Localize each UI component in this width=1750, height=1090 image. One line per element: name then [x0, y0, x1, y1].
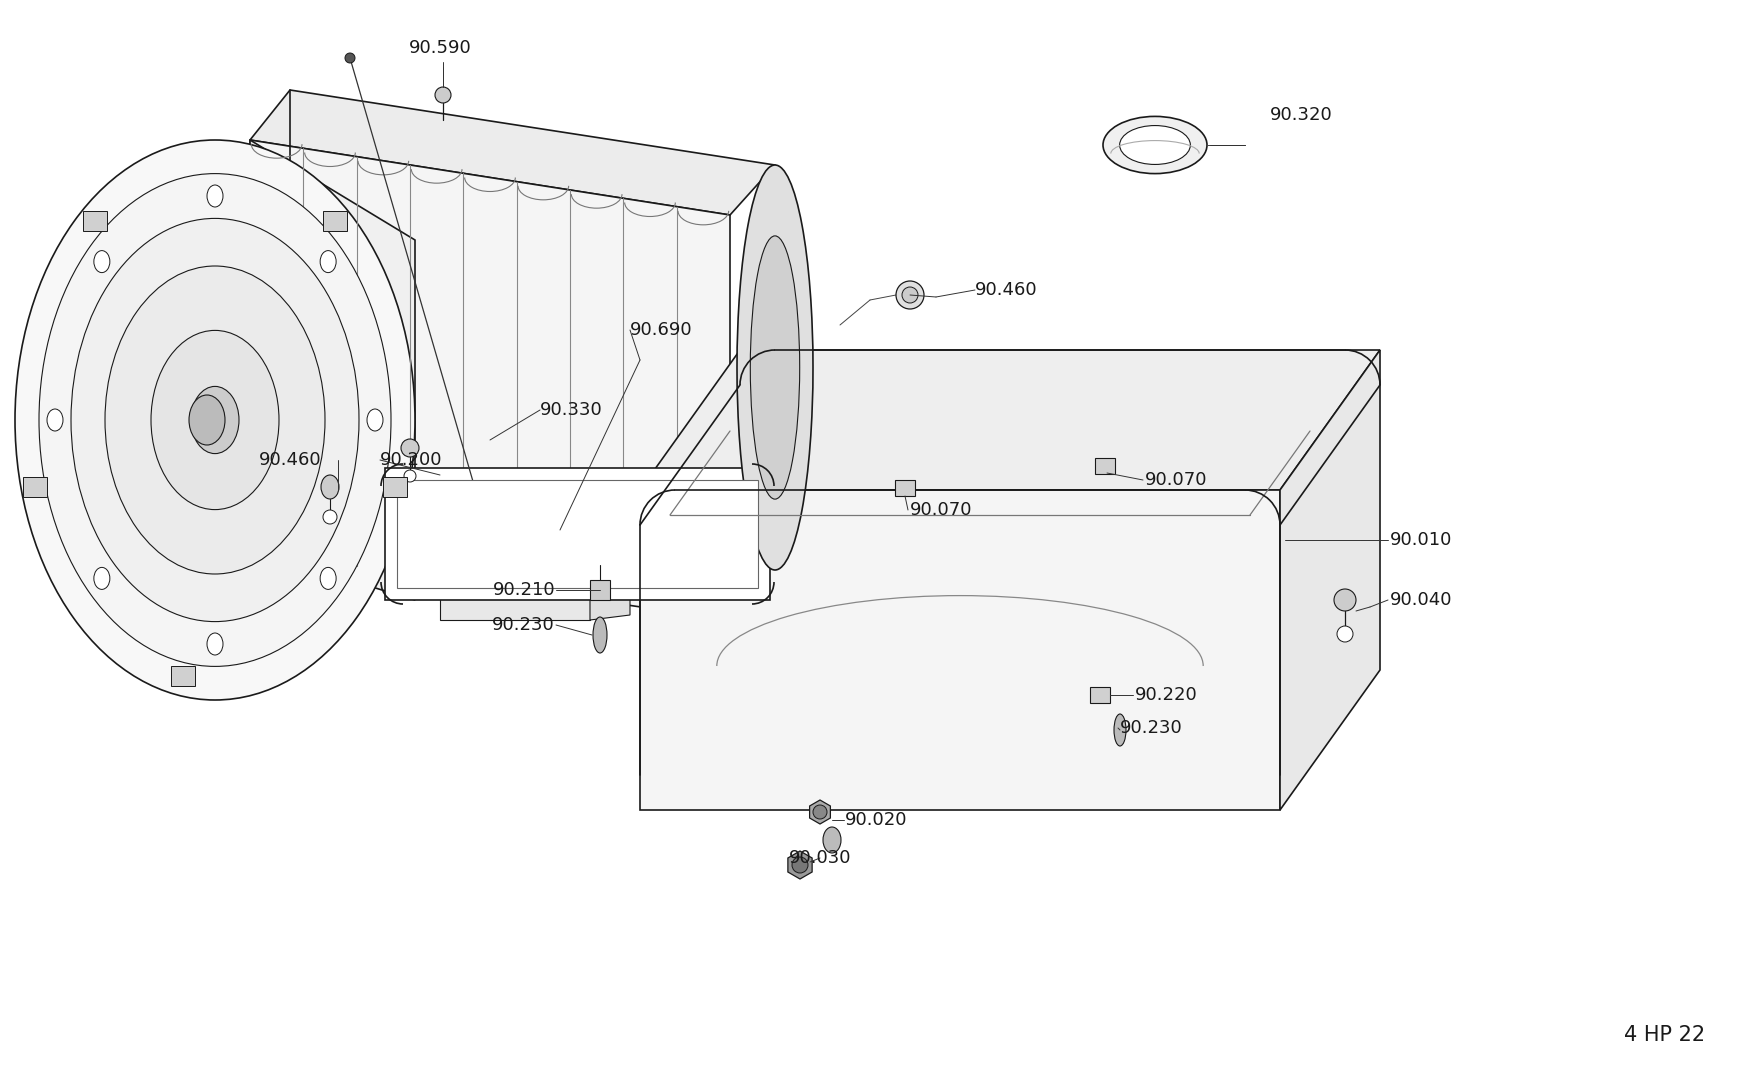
Polygon shape — [385, 468, 770, 600]
Polygon shape — [172, 666, 194, 687]
Text: 90.070: 90.070 — [1144, 471, 1207, 489]
Ellipse shape — [404, 470, 416, 482]
Polygon shape — [590, 580, 611, 600]
Polygon shape — [590, 530, 630, 620]
Text: 90.030: 90.030 — [789, 849, 850, 867]
Polygon shape — [23, 477, 47, 497]
Ellipse shape — [47, 409, 63, 431]
Polygon shape — [810, 800, 831, 824]
Text: 90.070: 90.070 — [910, 501, 973, 519]
Polygon shape — [894, 480, 915, 496]
Polygon shape — [640, 350, 1381, 490]
Ellipse shape — [324, 510, 338, 524]
Text: 90.230: 90.230 — [492, 616, 555, 634]
Polygon shape — [788, 851, 812, 879]
Ellipse shape — [16, 140, 415, 700]
Text: 90.330: 90.330 — [541, 401, 602, 419]
Ellipse shape — [1334, 589, 1356, 611]
Ellipse shape — [345, 53, 355, 63]
Ellipse shape — [94, 251, 110, 272]
Text: 90.460: 90.460 — [259, 451, 322, 469]
Polygon shape — [640, 490, 1279, 810]
Ellipse shape — [822, 827, 842, 853]
Polygon shape — [322, 210, 346, 230]
Ellipse shape — [737, 165, 814, 570]
Ellipse shape — [72, 218, 359, 621]
Ellipse shape — [1120, 125, 1190, 165]
Polygon shape — [1279, 350, 1381, 810]
Ellipse shape — [105, 266, 326, 574]
Polygon shape — [84, 210, 107, 230]
Text: 90.210: 90.210 — [492, 581, 555, 600]
Polygon shape — [1090, 687, 1110, 703]
Ellipse shape — [401, 439, 418, 457]
Ellipse shape — [38, 173, 390, 666]
Text: 90.010: 90.010 — [1390, 531, 1452, 549]
Polygon shape — [397, 480, 758, 588]
Ellipse shape — [1337, 626, 1353, 642]
Polygon shape — [439, 530, 590, 620]
Text: 90.220: 90.220 — [1136, 686, 1197, 704]
Ellipse shape — [94, 568, 110, 590]
Text: 90.230: 90.230 — [1120, 719, 1183, 737]
Polygon shape — [1096, 458, 1115, 474]
Ellipse shape — [896, 281, 924, 308]
Text: 90.460: 90.460 — [975, 281, 1038, 299]
Ellipse shape — [150, 330, 278, 510]
Text: 4 HP 22: 4 HP 22 — [1624, 1025, 1704, 1045]
Polygon shape — [250, 140, 730, 620]
Ellipse shape — [191, 386, 240, 453]
Ellipse shape — [593, 617, 607, 653]
Ellipse shape — [206, 185, 222, 207]
Text: 90.200: 90.200 — [380, 451, 443, 469]
Ellipse shape — [320, 475, 340, 499]
Ellipse shape — [206, 633, 222, 655]
Ellipse shape — [320, 568, 336, 590]
Ellipse shape — [1115, 714, 1125, 746]
Ellipse shape — [189, 395, 226, 445]
Polygon shape — [250, 90, 775, 215]
Text: 90.690: 90.690 — [630, 320, 693, 339]
Text: 90.320: 90.320 — [1270, 106, 1334, 124]
Polygon shape — [383, 477, 406, 497]
Ellipse shape — [1102, 117, 1208, 173]
Ellipse shape — [368, 409, 383, 431]
Ellipse shape — [901, 287, 919, 303]
Ellipse shape — [436, 87, 452, 102]
Text: 90.040: 90.040 — [1390, 591, 1452, 609]
Ellipse shape — [751, 235, 800, 499]
Ellipse shape — [814, 806, 828, 819]
Text: 90.590: 90.590 — [410, 39, 471, 57]
Ellipse shape — [320, 251, 336, 272]
Text: 90.020: 90.020 — [845, 811, 908, 829]
Polygon shape — [250, 140, 415, 600]
Ellipse shape — [793, 857, 808, 873]
